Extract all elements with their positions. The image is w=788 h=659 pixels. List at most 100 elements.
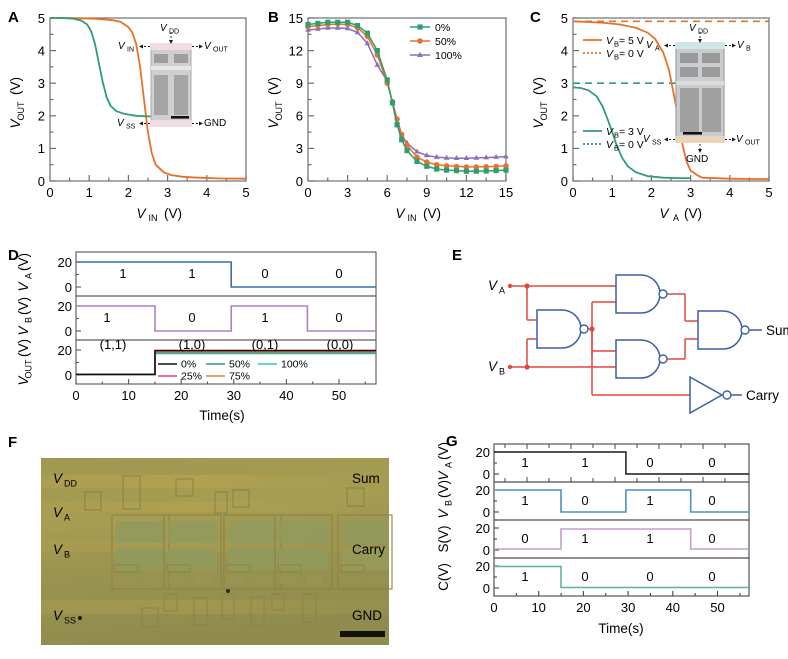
svg-text:20: 20 — [476, 483, 490, 498]
y-axis-label-g-va: VA (V) — [436, 442, 454, 481]
svg-text:V: V — [737, 40, 745, 51]
svg-text:2: 2 — [561, 109, 568, 124]
svg-text:V: V — [606, 139, 614, 151]
svg-text:= 0 V: = 0 V — [619, 139, 644, 151]
panel-a-plot: 0 1 2 3 4 5 0 1 2 3 4 5 V IN (V) V OUT (V) — [8, 11, 250, 223]
legend-d-item-4: 75% — [229, 371, 250, 383]
svg-text:V: V — [16, 325, 31, 336]
svg-text:5: 5 — [38, 11, 45, 26]
x-axis-label-c: V A (V) — [659, 206, 702, 223]
panel-b: 0 3 6 9 12 15 0 3 6 9 12 15 V IN (V) V OUT (V) — [258, 0, 523, 232]
inset-a-label-gnd: GND — [204, 118, 226, 129]
svg-text:1: 1 — [581, 455, 588, 470]
svg-text:50: 50 — [710, 600, 724, 615]
x-axis-label-d: Time(s) — [199, 408, 244, 423]
x-axis-tick-labels-c: 0 1 2 3 4 5 — [569, 185, 772, 200]
svg-text:DD: DD — [64, 479, 77, 489]
svg-text:V: V — [689, 23, 697, 34]
svg-text:0: 0 — [490, 600, 497, 615]
svg-text:V: V — [606, 126, 614, 138]
svg-text:V: V — [8, 118, 23, 129]
svg-text:(1,1): (1,1) — [100, 337, 127, 352]
svg-text:V: V — [160, 23, 168, 34]
g-internal-ticks — [504, 444, 726, 482]
svg-text:(V): (V) — [164, 206, 182, 221]
svg-text:1: 1 — [103, 310, 110, 325]
legend-b: 0% 50% 100% — [410, 22, 462, 62]
svg-text:IN: IN — [127, 47, 134, 54]
trace-d-va — [76, 261, 376, 288]
svg-text:(V): (V) — [436, 480, 451, 498]
svg-text:1: 1 — [646, 493, 653, 508]
not-gate-bubble — [722, 390, 732, 400]
y-axis-tick-labels-b: 0 3 6 9 12 15 — [289, 11, 303, 189]
panel-e: VA VB Sum Carry — [400, 240, 788, 425]
svg-text:0: 0 — [65, 324, 72, 339]
nand-gate-3 — [615, 339, 661, 379]
svg-text:OUT: OUT — [16, 101, 26, 121]
svg-text:V: V — [643, 134, 651, 145]
svg-text:(0,0): (0,0) — [327, 337, 354, 352]
svg-text:10: 10 — [121, 388, 135, 403]
svg-text:1: 1 — [38, 141, 45, 156]
panel-label-e: E — [452, 247, 463, 264]
svg-text:DD: DD — [169, 29, 179, 36]
svg-text:6: 6 — [296, 109, 303, 124]
svg-text:4: 4 — [38, 44, 45, 59]
svg-text:= 0 V: = 0 V — [619, 48, 644, 60]
svg-text:B: B — [499, 367, 505, 377]
x-axis-ticks-b — [307, 175, 507, 181]
state-labels-d-va: 1 1 0 0 — [119, 266, 342, 281]
state-labels-g-va: 1 1 0 0 — [521, 455, 715, 470]
y-axis-ticks-c — [573, 17, 579, 182]
nand-gate-4-bubble — [740, 325, 750, 335]
svg-text:IN: IN — [149, 213, 158, 223]
trace-g-c — [494, 565, 749, 589]
svg-text:OUT: OUT — [745, 140, 761, 147]
x-axis-ticks-c — [572, 175, 770, 181]
y-axis-ticks-a — [50, 17, 56, 182]
svg-text:OUT: OUT — [24, 359, 34, 379]
svg-text:0: 0 — [483, 505, 490, 520]
svg-text:(V): (V) — [436, 442, 451, 460]
svg-text:0: 0 — [335, 266, 342, 281]
nand-gate-4 — [697, 310, 743, 350]
svg-text:V: V — [736, 134, 744, 145]
svg-text:0: 0 — [38, 174, 45, 189]
svg-text:B: B — [746, 46, 751, 53]
svg-text:9: 9 — [296, 76, 303, 91]
svg-text:0: 0 — [581, 569, 588, 584]
svg-text:V: V — [266, 118, 281, 129]
svg-text:V: V — [16, 375, 31, 386]
svg-text:4: 4 — [561, 44, 568, 59]
y-axis-tick-labels-g: 200 200 200 200 — [476, 445, 490, 596]
plot-frame-a — [49, 17, 247, 182]
x-axis-label-g: Time(s) — [598, 621, 643, 636]
x-axis-ticks-g — [493, 591, 741, 596]
state-labels-g-s: 0 1 1 0 — [521, 531, 715, 546]
svg-text:12: 12 — [459, 185, 473, 200]
legend-d-item-3: 25% — [181, 371, 202, 383]
svg-text:5: 5 — [561, 11, 568, 26]
series-b-0 — [305, 19, 509, 174]
y-axis-ticks-b — [308, 17, 314, 182]
trace-g-s — [494, 528, 749, 550]
svg-text:SS: SS — [652, 140, 662, 147]
y-axis-label-g-s: S(V) — [436, 526, 451, 553]
series-b-100 — [305, 24, 509, 160]
svg-text:A: A — [64, 513, 70, 523]
svg-text:50: 50 — [332, 388, 346, 403]
svg-text:B: B — [444, 500, 454, 506]
svg-text:(V): (V) — [423, 206, 441, 221]
svg-text:20: 20 — [476, 521, 490, 536]
nand-gate-3-bubble — [658, 354, 668, 364]
svg-text:OUT: OUT — [213, 47, 229, 54]
legend-d-item-2: 100% — [281, 359, 308, 371]
svg-text:40: 40 — [666, 600, 680, 615]
